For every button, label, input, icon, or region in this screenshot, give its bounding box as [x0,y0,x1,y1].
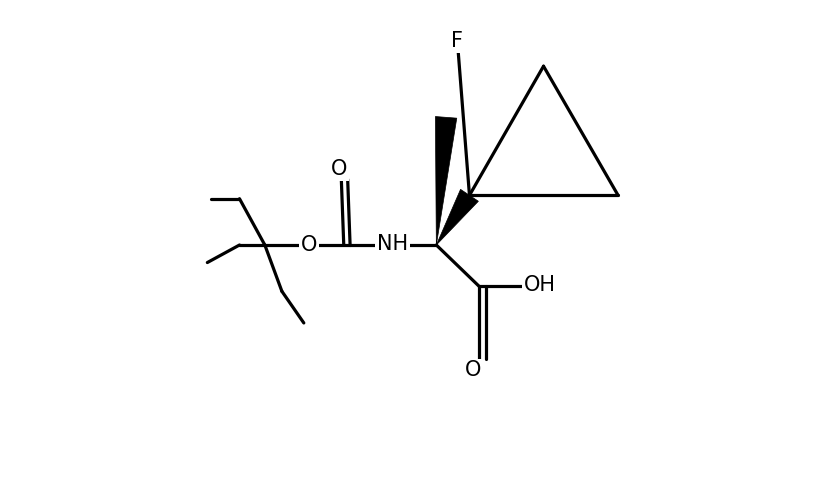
Text: F: F [450,31,463,51]
Polygon shape [436,117,457,245]
Text: O: O [330,159,347,179]
Polygon shape [436,189,478,245]
Text: O: O [465,360,482,380]
Text: NH: NH [377,234,408,254]
Text: OH: OH [524,275,556,295]
Text: O: O [301,235,316,255]
